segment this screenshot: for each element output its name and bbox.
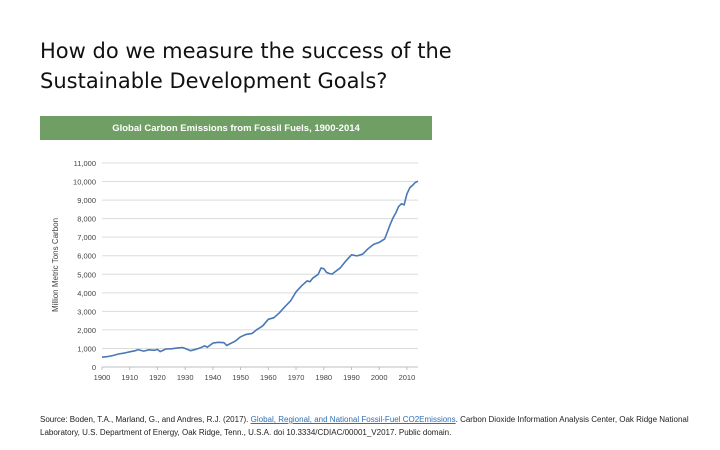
chart-title: Global Carbon Emissions from Fossil Fuel… <box>40 116 432 140</box>
x-tick-label: 1920 <box>149 373 166 382</box>
source-link[interactable]: Global, Regional, and National Fossil-Fu… <box>250 415 456 424</box>
y-tick-label: 8,000 <box>77 215 96 224</box>
x-tick-label: 2000 <box>371 373 388 382</box>
x-tick-label: 1940 <box>205 373 222 382</box>
x-tick-label: 1980 <box>315 373 332 382</box>
y-tick-label: 2,000 <box>77 326 96 335</box>
slide-title: How do we measure the success of the Sus… <box>40 36 680 96</box>
y-tick-label: 10,000 <box>73 178 96 187</box>
y-tick-label: 4,000 <box>77 289 96 298</box>
slide-title-line-2: Sustainable Development Goals? <box>40 69 388 93</box>
y-tick-label: 11,000 <box>74 159 96 168</box>
y-tick-label: 1,000 <box>77 344 96 353</box>
y-tick-label: 9,000 <box>77 196 96 205</box>
x-tick-label: 1900 <box>94 373 111 382</box>
x-tick-label: 1930 <box>177 373 194 382</box>
x-tick-label: 1990 <box>343 373 360 382</box>
chart-background <box>40 140 432 386</box>
x-tick-label: 1910 <box>121 373 138 382</box>
x-tick-label: 1950 <box>232 373 249 382</box>
slide-title-line-1: How do we measure the success of the <box>40 39 452 63</box>
caption-text-after-link: . Carbon Dioxide Information Analysis Ce… <box>40 415 689 437</box>
source-caption: Source: Boden, T.A., Marland, G., and An… <box>40 414 710 439</box>
series-line <box>101 180 419 358</box>
x-tick-label: 1970 <box>288 373 305 382</box>
y-tick-label: 5,000 <box>77 270 96 279</box>
y-tick-label: 3,000 <box>77 307 96 316</box>
x-tick-label: 1960 <box>260 373 277 382</box>
x-tick-label: 2010 <box>399 373 416 382</box>
y-tick-label: 0 <box>92 363 96 372</box>
emissions-line-chart: Million Metric Tons Carbon 0 1,000 2,000 3,… <box>40 140 432 386</box>
y-tick-label: 7,000 <box>77 233 96 242</box>
y-tick-label: 6,000 <box>77 252 96 261</box>
caption-text-before-link: Source: Boden, T.A., Marland, G., and An… <box>40 415 251 424</box>
y-axis-label: Million Metric Tons Carbon <box>51 218 60 312</box>
